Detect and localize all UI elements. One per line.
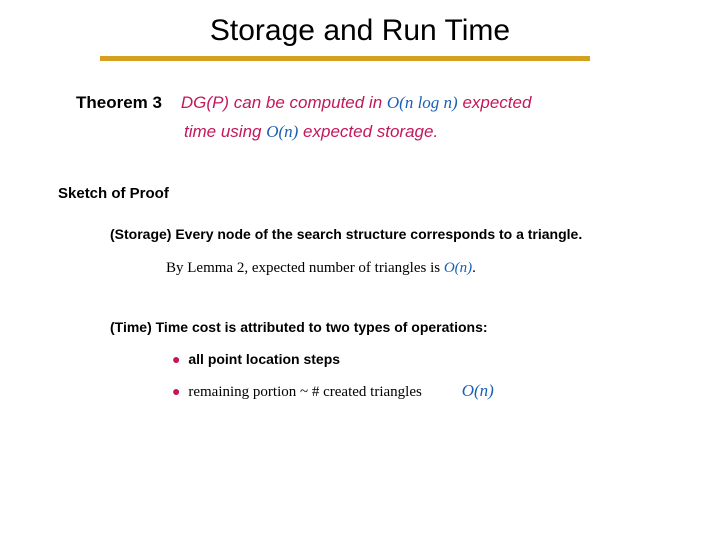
- bullet-2: ● remaining portion ~ # created triangle…: [172, 381, 720, 401]
- theorem-text-1a: DG(P) can be computed in: [181, 93, 387, 112]
- theorem-text-1b: expected: [458, 93, 532, 112]
- theorem-label: Theorem 3: [76, 93, 162, 112]
- theorem-math-2: O(n): [266, 122, 298, 141]
- bullet-2-text: remaining portion ~ # created triangles: [188, 384, 421, 400]
- lemma-suffix: .: [472, 260, 476, 276]
- lemma-line: By Lemma 2, expected number of triangles…: [166, 260, 720, 277]
- theorem-block: Theorem 3 DG(P) can be computed in O(n l…: [76, 89, 660, 145]
- bullet-1: ● all point location steps: [172, 351, 720, 367]
- bullet-1-text: all point location steps: [188, 351, 340, 367]
- storage-line: (Storage) Every node of the search struc…: [110, 226, 720, 242]
- title-underline: [100, 56, 590, 61]
- bullet-dot-icon: ●: [172, 351, 180, 367]
- time-line: (Time) Time cost is attributed to two ty…: [110, 319, 720, 335]
- slide-title: Storage and Run Time: [0, 0, 720, 54]
- bullet-dot-icon: ●: [172, 383, 180, 399]
- theorem-math-1: O(n log n): [387, 93, 458, 112]
- bullet-2-expr: O(n): [462, 381, 494, 400]
- theorem-text-2b: expected storage.: [298, 122, 438, 141]
- theorem-text-2a: time using: [184, 122, 266, 141]
- lemma-expr: O(n): [444, 260, 472, 276]
- theorem-line2: time using O(n) expected storage.: [184, 118, 660, 145]
- sketch-heading: Sketch of Proof: [58, 185, 720, 202]
- lemma-prefix: By Lemma 2, expected number of triangles…: [166, 260, 444, 276]
- theorem-line1: Theorem 3 DG(P) can be computed in O(n l…: [76, 89, 660, 116]
